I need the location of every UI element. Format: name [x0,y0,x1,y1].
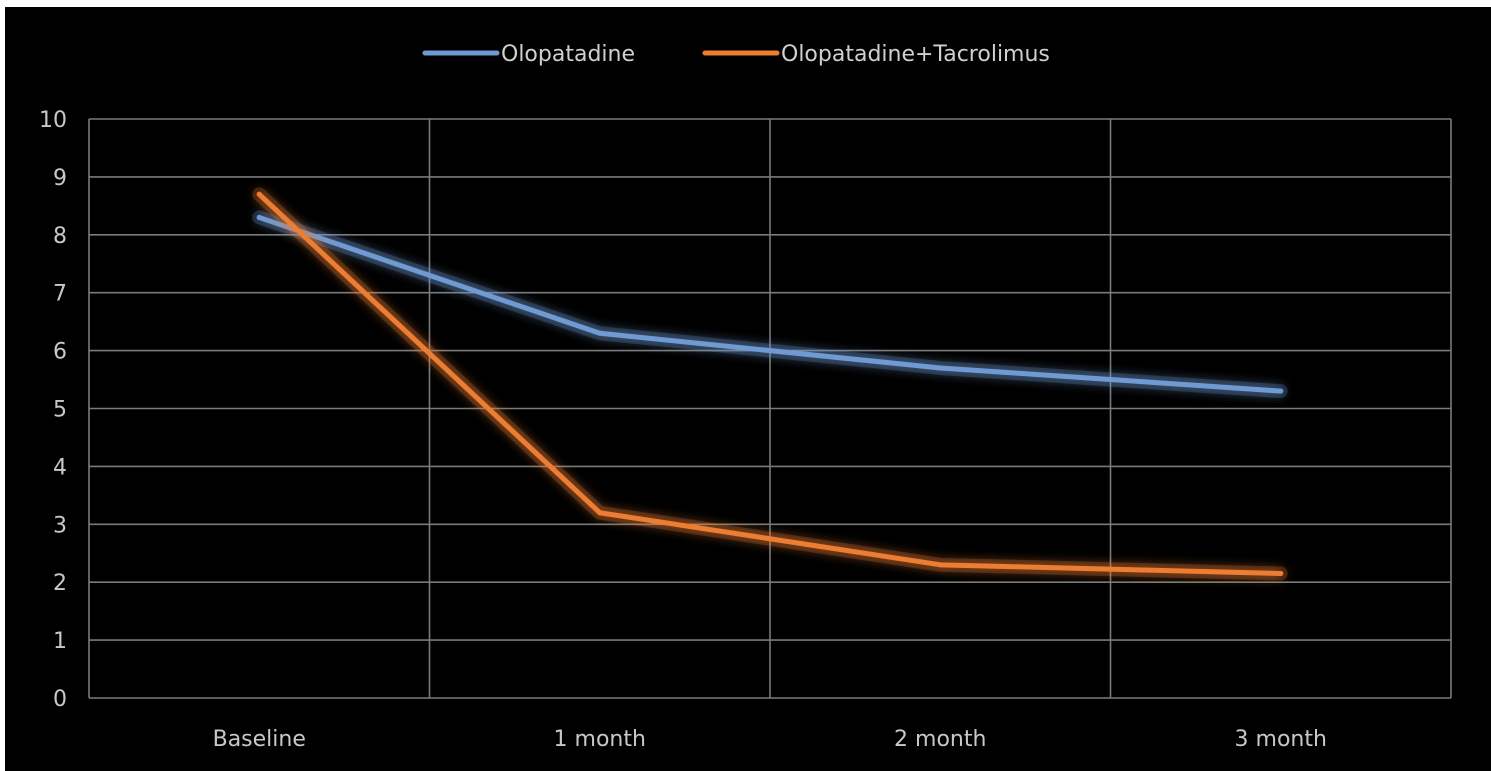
y-tick-label: 10 [39,108,67,133]
data-point [597,330,603,336]
y-tick-label: 3 [53,513,67,538]
data-point [937,562,943,568]
data-point [597,510,603,516]
y-tick-label: 9 [53,166,67,191]
data-point [937,365,943,371]
legend-label: Olopatadine [501,42,635,67]
grid [88,118,1452,699]
x-tick-label: Baseline [213,727,306,752]
y-tick-label: 1 [53,629,67,654]
data-point [1278,571,1284,577]
y-tick-label: 8 [53,224,67,249]
data-point [256,214,262,220]
y-tick-label: 7 [53,282,67,307]
y-tick-label: 0 [53,687,67,712]
y-tick-label: 5 [53,398,67,423]
line-chart: Olopatadine Olopatadine+Tacrolimus 0 1 2 3 4 5… [39,42,1452,752]
x-tick-label: 3 month [1235,727,1327,752]
series-line-olopatadine [256,214,1284,394]
data-point [256,191,262,197]
series-group [252,187,1288,581]
x-tick-label: 1 month [554,727,646,752]
y-tick-label: 6 [53,340,67,365]
y-tick-label: 2 [53,571,67,596]
series-line-olopatadine-tacrolimus [256,191,1284,577]
y-tick-label: 4 [53,455,67,480]
y-axis: 0 1 2 3 4 5 6 7 8 9 10 [39,108,67,712]
legend: Olopatadine Olopatadine+Tacrolimus [422,42,1050,67]
x-tick-label: 2 month [894,727,986,752]
x-axis: Baseline 1 month 2 month 3 month [213,727,1327,752]
legend-label: Olopatadine+Tacrolimus [781,42,1050,67]
chart-container: Olopatadine Olopatadine+Tacrolimus 0 1 2 3 4 5… [5,7,1491,771]
data-point [1278,388,1284,394]
